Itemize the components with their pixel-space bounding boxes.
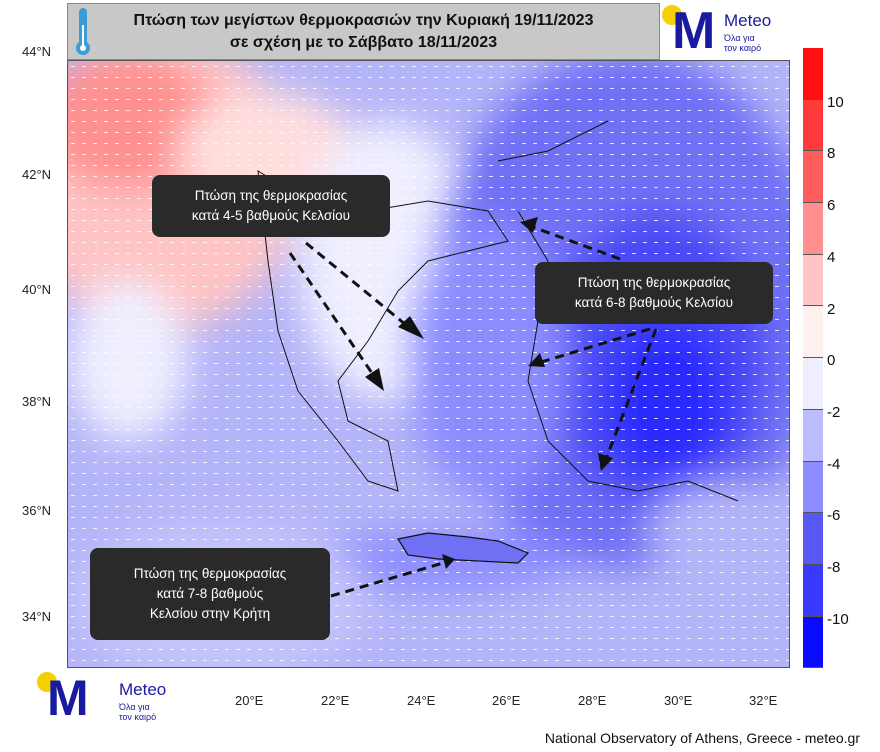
colorbar-label: 6 <box>827 197 836 215</box>
colorbar-label: -10 <box>827 610 849 628</box>
annotation-box-east: Πτώση της θερμοκρασίας κατά 6-8 βαθμούς Κ… <box>535 262 773 324</box>
annotation-arrows <box>288 224 658 598</box>
arrow-to-euboea <box>288 252 378 380</box>
colorbar-bin <box>803 409 823 462</box>
colorbar-bin <box>803 151 823 204</box>
annotation-box-crete: Πτώση της θερμοκρασίας κατά 7-8 βαθμούς Κε… <box>90 548 330 640</box>
lon-tick-label: 32°E <box>749 693 778 708</box>
lat-tick-label: 44°N <box>22 44 52 59</box>
colorbar-bin <box>803 48 823 100</box>
arrow-to-crete <box>330 561 444 598</box>
arrow-to-dodecanese <box>604 328 658 460</box>
arrow-to-lesvos <box>537 327 651 365</box>
colorbar-bin <box>803 358 823 410</box>
colorbar-bin <box>803 513 823 565</box>
arrow-to-chalkidiki <box>305 241 412 331</box>
colorbar-label: -8 <box>827 559 841 576</box>
colorbar-label: -6 <box>827 507 841 525</box>
lon-tick-label: 24°E <box>407 693 436 708</box>
arrow-to-dardanelles <box>529 224 621 261</box>
colorbar-label: 8 <box>827 145 836 163</box>
colorbar-label: -4 <box>827 455 841 473</box>
meteo-logo-bottom: M Meteo Όλα για τον καιρό <box>35 670 180 725</box>
lon-tick-label: 20°E <box>235 693 264 708</box>
colorbar-bin <box>803 616 823 669</box>
footer-credit: National Observatory of Athens, Greece -… <box>544 730 860 746</box>
colorbar-bin <box>803 461 823 514</box>
title-line-1: Πτώση των μεγίστων θερμοκρασιών την Κυρι… <box>133 12 594 29</box>
lon-tick-label: 28°E <box>578 693 607 708</box>
lat-tick-label: 36°N <box>22 503 52 518</box>
colorbar-label: 10 <box>827 93 844 111</box>
lat-tick-label: 40°N <box>22 282 52 297</box>
colorbar-label: -2 <box>827 403 841 421</box>
lon-tick-label: 30°E <box>664 693 693 708</box>
colorbar-bin <box>803 254 823 307</box>
colorbar-bin <box>803 203 823 255</box>
meteo-logo-top: M Meteo Όλα για τον καιρό <box>660 3 788 60</box>
colorbar <box>803 48 823 669</box>
colorbar-bin <box>803 564 823 617</box>
lat-tick-label: 38°N <box>22 394 52 409</box>
crete-outline <box>397 532 530 564</box>
map-title: Πτώση των μεγίστων θερμοκρασιών την Κυρι… <box>67 3 660 60</box>
thermometer-icon <box>76 8 90 55</box>
greece-coastline <box>257 170 509 492</box>
colorbar-label: 4 <box>827 248 836 266</box>
lon-tick-label: 22°E <box>321 693 350 708</box>
title-line-2: σε σχέση με το Σάββατο 18/11/2023 <box>229 34 498 51</box>
lon-tick-label: 26°E <box>492 693 521 708</box>
colorbar-bin <box>803 306 823 359</box>
annotation-box-north: Πτώση της θερμοκρασίας κατά 4-5 βαθμούς Κ… <box>152 175 390 237</box>
lat-tick-label: 42°N <box>22 167 52 182</box>
colorbar-label: 0 <box>827 352 836 370</box>
colorbar-label: 2 <box>827 300 836 318</box>
colorbar-bin <box>803 99 823 152</box>
lat-tick-label: 34°N <box>22 609 52 624</box>
